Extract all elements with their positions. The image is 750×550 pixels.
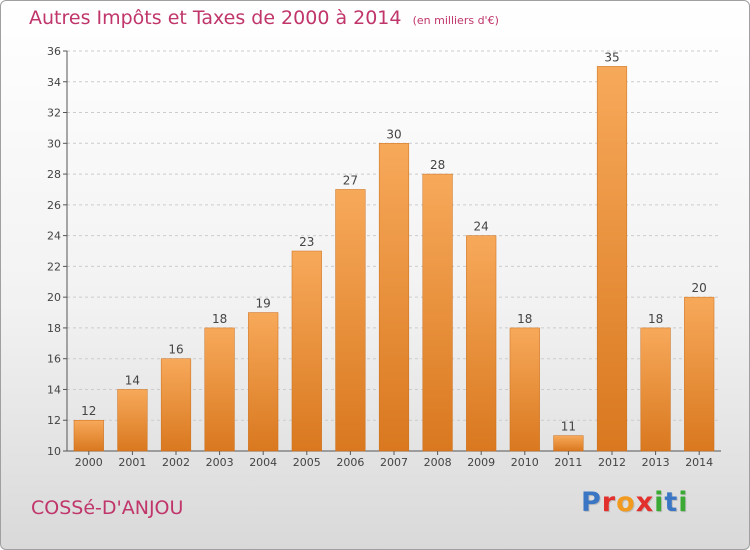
title-row: Autres Impôts et Taxes de 2000 à 2014 (e… <box>29 7 499 29</box>
bar-2008 <box>422 173 453 452</box>
y-tick-label: 34 <box>47 76 61 89</box>
x-tick-label: 2012 <box>598 456 626 469</box>
y-tick-label: 30 <box>47 137 61 150</box>
value-label: 18 <box>648 312 663 326</box>
value-label: 19 <box>256 297 271 311</box>
brand-letter: i <box>654 487 665 518</box>
y-tick-label: 24 <box>47 230 61 243</box>
bar-2012 <box>596 66 628 452</box>
y-tick-label: 18 <box>47 322 61 335</box>
x-tick-label: 2001 <box>118 456 146 469</box>
bar-2013 <box>640 327 671 452</box>
value-label: 16 <box>168 343 183 357</box>
bar-2001 <box>117 389 148 452</box>
x-tick-label: 2004 <box>249 456 277 469</box>
chart-subtitle: (en milliers d'€) <box>412 14 499 27</box>
y-tick-label: 10 <box>47 445 61 458</box>
y-tick-label: 20 <box>47 291 61 304</box>
value-label: 20 <box>692 281 707 295</box>
value-label: 14 <box>125 373 140 387</box>
brand-letter: t <box>664 487 679 518</box>
value-label: 18 <box>212 312 227 326</box>
y-tick-label: 12 <box>47 414 61 427</box>
bar-2011 <box>553 435 584 452</box>
value-label: 12 <box>81 404 96 418</box>
x-tick-label: 2007 <box>380 456 408 469</box>
y-tick-label: 16 <box>47 353 61 366</box>
value-label: 27 <box>343 173 358 187</box>
value-label: 30 <box>386 127 401 141</box>
labels: 10 12 14 16 18 20 22 24 26 28 30 32 34 36 12 2000 14 2001… <box>47 45 713 469</box>
bar-2002 <box>160 358 192 452</box>
y-tick-label: 26 <box>47 199 61 212</box>
bar-2004 <box>248 312 279 452</box>
value-label: 18 <box>517 312 532 326</box>
bar-2006 <box>335 189 366 452</box>
x-tick-label: 2009 <box>467 456 495 469</box>
bars <box>73 66 715 452</box>
y-tick-label: 36 <box>47 45 61 58</box>
x-tick-label: 2006 <box>336 456 364 469</box>
chart-title: Autres Impôts et Taxes de 2000 à 2014 <box>29 7 402 29</box>
value-label: 24 <box>474 220 489 234</box>
x-tick-label: 2014 <box>685 456 713 469</box>
x-tick-label: 2010 <box>511 456 539 469</box>
y-tick-label: 28 <box>47 168 61 181</box>
brand-letter: r <box>601 487 617 518</box>
x-tick-label: 2003 <box>206 456 234 469</box>
x-tick-label: 2000 <box>75 456 103 469</box>
y-tick-label: 22 <box>47 260 61 273</box>
x-tick-label: 2011 <box>554 456 582 469</box>
brand-letter: o <box>616 487 636 518</box>
y-tick-label: 32 <box>47 107 61 120</box>
bar-2009 <box>466 235 497 452</box>
value-label: 23 <box>299 235 314 249</box>
x-tick-label: 2013 <box>642 456 670 469</box>
x-tick-label: 2002 <box>162 456 190 469</box>
y-tick-label: 14 <box>47 383 61 396</box>
bar-2007 <box>378 143 410 452</box>
bar-2010 <box>509 327 540 452</box>
brand-letter: P <box>581 487 602 518</box>
commune-name: COSSé-D'ANJOU <box>31 497 184 519</box>
value-label: 35 <box>604 50 619 64</box>
brand-letter: x <box>635 487 655 518</box>
bar-2003 <box>204 327 235 452</box>
bar-2000 <box>73 419 104 452</box>
brand-letter: i <box>678 487 689 518</box>
value-label: 28 <box>430 158 445 172</box>
value-label: 11 <box>561 420 576 434</box>
x-tick-label: 2008 <box>424 456 452 469</box>
bar-2014 <box>684 296 715 452</box>
x-tick-label: 2005 <box>293 456 321 469</box>
proxiti-logo: Proxiti <box>581 487 689 518</box>
bar-2005 <box>291 250 322 452</box>
